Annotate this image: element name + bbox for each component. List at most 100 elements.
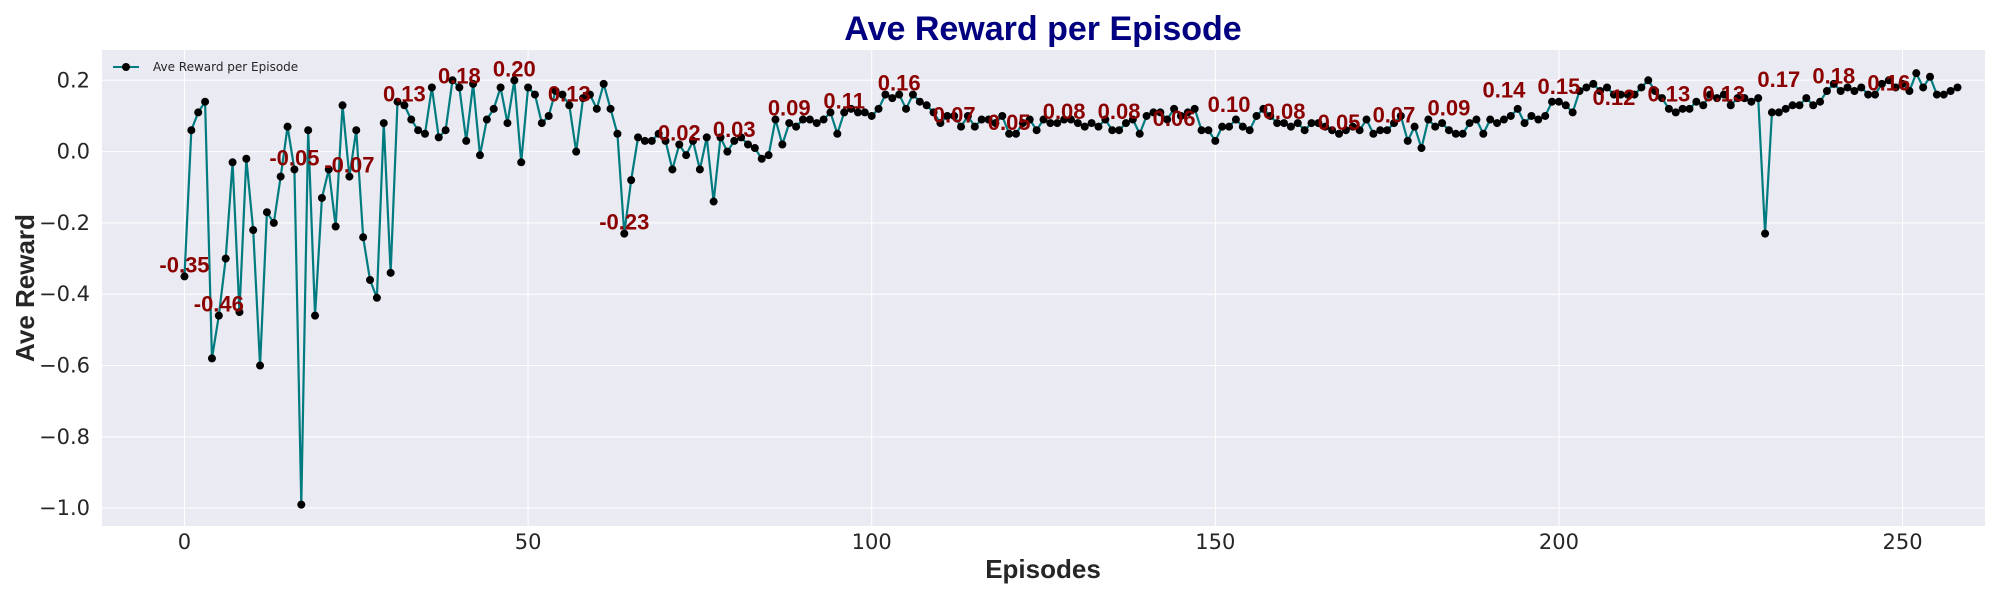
data-point bbox=[1170, 104, 1179, 113]
data-point bbox=[888, 94, 897, 103]
data-point bbox=[304, 126, 313, 135]
data-point bbox=[1444, 126, 1453, 135]
data-point bbox=[1843, 83, 1852, 92]
data-point bbox=[1087, 119, 1096, 128]
data-point bbox=[695, 165, 704, 174]
data-point bbox=[510, 76, 519, 85]
data-point bbox=[1066, 115, 1075, 124]
data-point bbox=[1926, 72, 1935, 81]
data-point bbox=[1396, 111, 1405, 120]
legend-label: Ave Reward per Episode bbox=[153, 60, 298, 74]
data-point bbox=[180, 272, 189, 281]
x-tick-label: 150 bbox=[1195, 530, 1235, 554]
data-point bbox=[1053, 119, 1062, 128]
data-point bbox=[1912, 69, 1921, 78]
data-point bbox=[1712, 94, 1721, 103]
data-point bbox=[1871, 90, 1880, 99]
data-point bbox=[331, 222, 340, 231]
data-point bbox=[1128, 115, 1137, 124]
data-point bbox=[895, 90, 904, 99]
data-label: 0.05 bbox=[988, 110, 1031, 135]
data-point bbox=[1451, 129, 1460, 138]
tick-labels: 0 50 100 150 200 250 0.2 0.0 −0.2 −0.4 −0.6 −0.8 −1.… bbox=[39, 68, 1923, 554]
data-point bbox=[785, 119, 794, 128]
data-point bbox=[757, 154, 766, 163]
data-point bbox=[338, 101, 347, 110]
data-point bbox=[544, 111, 553, 120]
data-point bbox=[414, 126, 423, 135]
data-point bbox=[627, 176, 636, 185]
data-point bbox=[1252, 111, 1261, 120]
data-point bbox=[551, 87, 560, 95]
data-point bbox=[524, 83, 533, 92]
data-point bbox=[256, 361, 265, 370]
data-label: 0.05 bbox=[1318, 110, 1361, 135]
data-point bbox=[1431, 122, 1440, 131]
data-point bbox=[1644, 76, 1653, 85]
data-point bbox=[1389, 119, 1398, 128]
data-point bbox=[194, 108, 203, 117]
data-point bbox=[1692, 97, 1701, 106]
data-point bbox=[1101, 115, 1110, 124]
data-label: 0.20 bbox=[493, 56, 536, 81]
data-point bbox=[1898, 79, 1907, 88]
data-point bbox=[1905, 87, 1914, 95]
data-point bbox=[902, 104, 911, 113]
data-point bbox=[723, 147, 732, 156]
data-point bbox=[1816, 97, 1825, 106]
grid-lines bbox=[102, 50, 1985, 526]
data-point bbox=[1121, 119, 1130, 128]
data-point bbox=[269, 218, 278, 227]
data-point bbox=[977, 115, 986, 124]
data-point bbox=[1548, 97, 1557, 106]
data-point bbox=[1575, 87, 1584, 95]
data-point bbox=[1176, 111, 1185, 120]
data-point bbox=[640, 136, 649, 145]
data-point bbox=[620, 229, 629, 238]
y-tick-label: −1.0 bbox=[39, 496, 90, 520]
data-point bbox=[1410, 122, 1419, 131]
data-point bbox=[1513, 104, 1522, 113]
data-label: 0.07 bbox=[933, 103, 976, 128]
y-tick-label: −0.8 bbox=[39, 425, 90, 449]
data-point bbox=[1424, 115, 1433, 124]
data-point bbox=[771, 115, 780, 124]
data-point bbox=[572, 147, 581, 156]
data-point bbox=[558, 90, 567, 99]
data-point bbox=[1314, 119, 1323, 128]
data-label: -0.07 bbox=[324, 153, 374, 178]
data-point bbox=[1561, 101, 1570, 110]
x-axis-label: Episodes bbox=[985, 554, 1101, 584]
data-point bbox=[489, 104, 498, 113]
data-point bbox=[1266, 111, 1275, 120]
data-point bbox=[1699, 101, 1708, 110]
data-point bbox=[407, 115, 416, 124]
data-point bbox=[716, 133, 725, 142]
data-point bbox=[1520, 119, 1529, 128]
data-point bbox=[1115, 126, 1124, 135]
data-point bbox=[1630, 90, 1639, 99]
data-point bbox=[187, 126, 196, 135]
data-point bbox=[1658, 94, 1666, 103]
data-point bbox=[798, 115, 807, 124]
y-tick-label: −0.4 bbox=[39, 282, 90, 306]
data-point bbox=[1829, 79, 1838, 88]
data-point bbox=[579, 94, 588, 103]
x-tick-label: 0 bbox=[178, 530, 191, 554]
data-point bbox=[1864, 90, 1873, 99]
data-point bbox=[682, 151, 691, 160]
data-point bbox=[1307, 119, 1316, 128]
data-point bbox=[1596, 87, 1605, 95]
data-point bbox=[1465, 119, 1474, 128]
data-labels: -0.35 -0.46 -0.05 -0.07 0.13 0.18 0.20 0.13 -0.2… bbox=[159, 56, 1910, 316]
data-point bbox=[1857, 83, 1866, 92]
data-point bbox=[311, 311, 320, 320]
data-point bbox=[1060, 115, 1069, 124]
data-point bbox=[400, 101, 409, 110]
data-point bbox=[1747, 97, 1756, 106]
data-point bbox=[475, 151, 484, 160]
data-point bbox=[1046, 119, 1055, 128]
data-point bbox=[1073, 119, 1082, 128]
data-point bbox=[1142, 111, 1151, 120]
data-point bbox=[242, 154, 251, 163]
